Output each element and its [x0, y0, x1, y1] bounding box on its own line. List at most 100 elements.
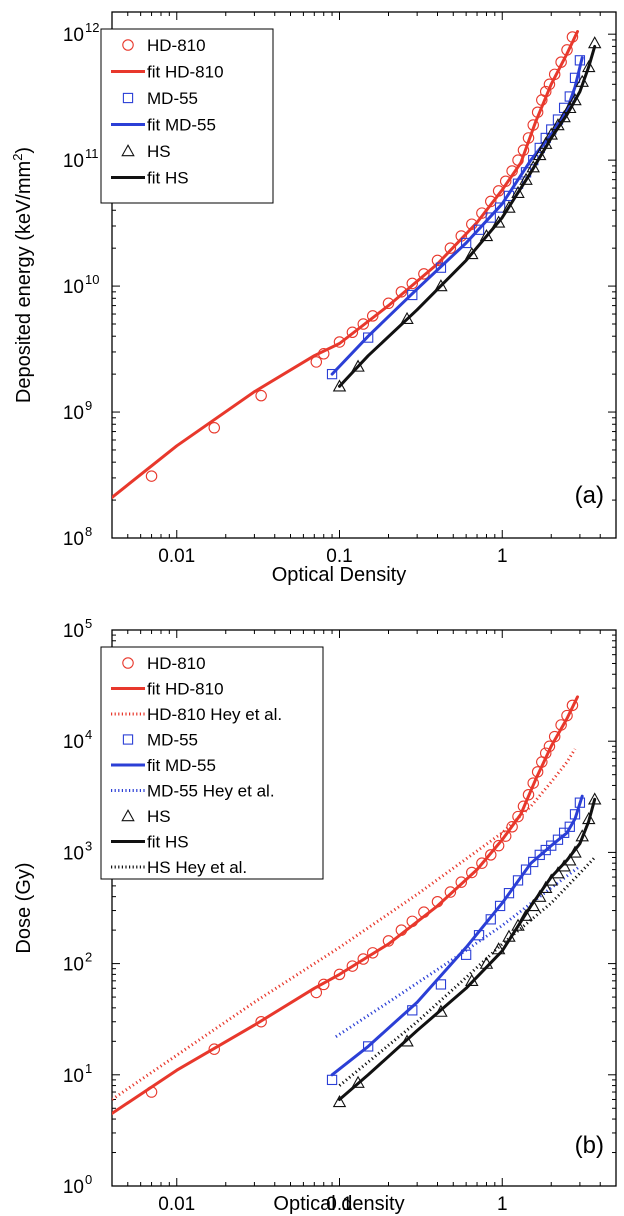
data-point: [473, 224, 485, 235]
series-md-55-hey-et-al-: [335, 865, 581, 1038]
x-axis-title: Optical density: [273, 1193, 404, 1215]
panel-label: (a): [575, 482, 604, 509]
legend-entry: MD-55: [122, 731, 198, 750]
series-hs: [332, 36, 602, 392]
legend-swatch-marker: [122, 92, 134, 104]
legend-entry: HD-810: [122, 654, 206, 673]
data-point: [552, 834, 564, 845]
data-point: [465, 247, 479, 260]
data-point: [503, 888, 515, 899]
data-point: [512, 875, 524, 886]
data-point: [310, 356, 323, 368]
data-point: [479, 229, 494, 242]
legend-label: fit MD-55: [147, 756, 216, 775]
legend-label: fit HD-810: [147, 63, 224, 82]
data-point: [435, 979, 447, 990]
data-point: [407, 289, 418, 301]
data-point: [520, 864, 532, 875]
legend-entry: fit HD-810: [111, 63, 224, 82]
data-point: [444, 886, 457, 898]
data-point: [476, 857, 488, 869]
series-md-55: [326, 55, 586, 380]
series-fit-hs: [338, 44, 597, 388]
data-point: [519, 172, 533, 185]
series-fit-md-55: [330, 794, 584, 1077]
legend-label: MD-55: [147, 731, 198, 750]
legend-label: fit HD-810: [147, 680, 224, 699]
legend-swatch-marker: [122, 734, 134, 745]
data-point: [357, 318, 370, 330]
legend-entry: MD-55: [122, 89, 198, 108]
data-point: [208, 1043, 221, 1055]
data-point: [582, 59, 596, 73]
legend-entry: fit MD-55: [111, 116, 216, 135]
data-point: [363, 1041, 374, 1052]
series-line: [338, 856, 596, 1087]
y-tick-label: 10: [63, 732, 84, 753]
x-tick-label: 0.1: [326, 546, 352, 567]
y-axis-title: Dose (Gy): [13, 862, 35, 953]
data-point: [568, 93, 582, 106]
legend-entry: HS Hey et al.: [111, 858, 247, 877]
plot-frame: [111, 629, 617, 1187]
y-tick-label-exponent: 8: [85, 524, 92, 539]
data-point: [357, 953, 370, 965]
y-tick-label-exponent: 11: [85, 146, 99, 161]
series-line: [112, 748, 577, 1101]
data-point: [363, 332, 374, 343]
legend-label: HS Hey et al.: [147, 858, 247, 877]
y-tick-label-exponent: 12: [85, 20, 99, 35]
y-tick-label-exponent: 1: [85, 1061, 92, 1076]
data-point: [528, 856, 539, 868]
legend-swatch-marker: [121, 809, 135, 822]
series-hd-810-hey-et-al-: [112, 748, 577, 1101]
data-point: [492, 839, 505, 852]
data-point: [332, 1095, 347, 1108]
data-point: [406, 277, 419, 290]
data-point: [435, 262, 447, 273]
x-tick-label: 1: [497, 546, 508, 567]
data-point: [455, 876, 468, 888]
y-tick-label: 10: [63, 277, 84, 298]
y-tick-label-exponent: 4: [85, 727, 92, 742]
series-line: [112, 30, 579, 499]
data-point: [255, 1015, 267, 1028]
legend-entry: fit MD-55: [111, 756, 216, 775]
panel-label: (b): [575, 1132, 604, 1159]
legend-swatch-marker: [122, 657, 134, 669]
legend-entry: HS: [121, 807, 171, 826]
x-tick-label: 1: [497, 1194, 508, 1215]
data-point: [145, 470, 158, 482]
legend-label: HS: [147, 807, 171, 826]
series-fit-md-55: [330, 56, 584, 376]
data-point: [511, 918, 525, 931]
data-point: [485, 212, 496, 223]
series-line: [338, 797, 597, 1101]
data-point: [434, 279, 448, 292]
legend-label: HS: [147, 142, 171, 161]
plot-area: [112, 695, 602, 1115]
y-tick-label: 10: [63, 1066, 84, 1087]
data-point: [511, 185, 525, 199]
data-point: [485, 849, 497, 861]
x-tick-label: 0.01: [158, 1194, 195, 1215]
data-point: [366, 947, 379, 959]
data-point: [346, 960, 359, 972]
legend-entry: HD-810: [122, 36, 206, 55]
y-tick-label: 10: [63, 151, 84, 172]
data-point: [326, 368, 338, 380]
y-tick-label: 10: [63, 955, 84, 976]
data-point: [564, 821, 575, 832]
series-line: [338, 44, 597, 388]
y-axis-title: Deposited energy (keV/mm2): [10, 147, 35, 403]
data-point: [512, 810, 524, 823]
data-point: [326, 1074, 338, 1086]
data-point: [466, 866, 478, 879]
legend-entry: fit HD-810: [111, 680, 224, 699]
data-point: [491, 215, 506, 228]
plot-frame: [111, 11, 617, 539]
y-tick-label-exponent: 0: [85, 1172, 92, 1187]
data-point: [418, 268, 430, 280]
data-point: [208, 422, 221, 434]
